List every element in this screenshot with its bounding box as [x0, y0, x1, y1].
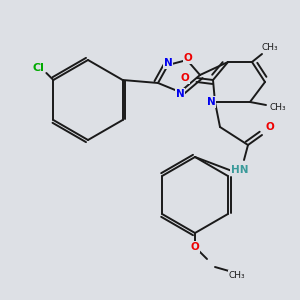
- Text: O: O: [266, 122, 274, 132]
- Text: CH₃: CH₃: [270, 103, 286, 112]
- Text: O: O: [190, 242, 200, 252]
- Text: HN: HN: [231, 165, 249, 175]
- Text: CH₃: CH₃: [229, 271, 245, 280]
- Text: N: N: [207, 97, 215, 107]
- Text: Cl: Cl: [32, 63, 44, 73]
- Text: CH₃: CH₃: [262, 44, 278, 52]
- Text: N: N: [164, 58, 172, 68]
- Text: N: N: [176, 89, 184, 99]
- Text: O: O: [184, 53, 192, 63]
- Text: O: O: [181, 73, 189, 83]
